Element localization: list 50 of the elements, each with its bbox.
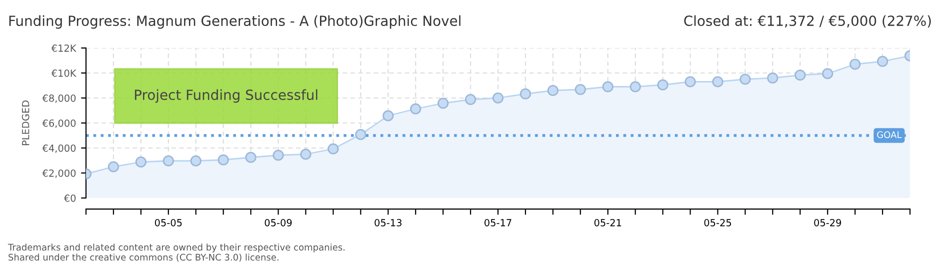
point <box>300 148 312 160</box>
point <box>108 161 120 172</box>
point <box>190 155 202 166</box>
point <box>135 156 146 168</box>
point <box>712 76 724 88</box>
x-tick-label: 05-09 <box>264 219 292 226</box>
point <box>547 84 558 96</box>
y-tick-label: €2,000 <box>42 169 76 178</box>
y-tick-label: €4,000 <box>42 144 76 153</box>
point <box>767 72 778 84</box>
point <box>355 128 366 140</box>
point <box>602 81 614 92</box>
point <box>492 92 504 104</box>
x-tick-label: 05-29 <box>814 219 842 226</box>
point <box>438 98 449 109</box>
point <box>850 58 861 70</box>
point <box>245 152 256 163</box>
chart-title: Funding Progress: Magnum Generations - A (Photo)Graphic Novel <box>9 15 460 29</box>
point <box>740 74 751 85</box>
point <box>794 70 806 81</box>
point <box>520 88 532 100</box>
x-tick-label: 05-17 <box>484 219 512 226</box>
text: Trademarks and related content are owned by their respective companies. <box>8 244 344 252</box>
point <box>162 155 174 166</box>
point <box>410 103 422 114</box>
point <box>272 150 284 161</box>
chart-subtitle: Closed at: €11,372 / €5,000 (227%) <box>684 15 931 28</box>
ref-line-label: GOAL <box>877 131 902 138</box>
point <box>382 110 394 122</box>
text: Shared under the creative commons (CC BY-NC 3.0) license. <box>8 254 278 262</box>
point <box>822 68 834 80</box>
point <box>218 154 229 166</box>
point <box>464 94 476 106</box>
point <box>657 79 668 90</box>
point <box>630 81 641 92</box>
point <box>574 84 586 96</box>
y-tick-label: €10K <box>51 69 76 77</box>
x-tick-label: 05-05 <box>154 219 182 226</box>
y-tick-label: €8,000 <box>42 94 76 103</box>
point <box>328 143 339 154</box>
point <box>876 56 888 67</box>
x-tick-label: 05-25 <box>704 219 732 226</box>
x-tick-label: 05-13 <box>374 219 402 226</box>
point <box>684 76 696 88</box>
y-axis-title: PLEDGED <box>22 100 30 146</box>
y-tick-label: €0 <box>64 194 76 202</box>
y-tick-label: €12K <box>51 44 76 52</box>
y-tick-label: €6,000 <box>42 119 76 128</box>
x-tick-label: 05-21 <box>594 219 622 226</box>
annotation: Project Funding Successful <box>134 89 318 103</box>
